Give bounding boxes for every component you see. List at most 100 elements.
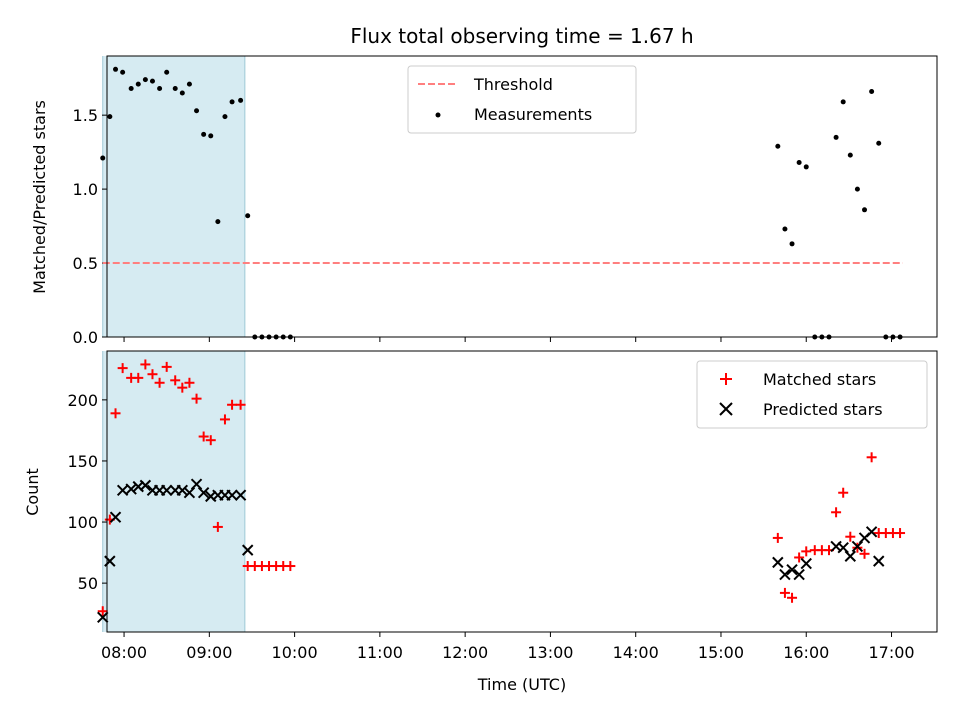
legend-matched-swatch [720,373,732,385]
legend-predicted-swatch [719,402,733,416]
bottom-y-axis-label: Count [23,468,42,516]
predicted-star-point [865,526,878,538]
matched-star-point [845,531,856,542]
matched-star-point [117,363,128,374]
x-tick-label: 10:00 [272,643,318,662]
predicted-star-point [109,511,122,523]
measurement-point [775,143,781,149]
matched-star-point [227,399,238,410]
predicted-star-point [793,568,805,581]
predicted-star-point [125,483,137,495]
measurement-point [157,86,163,92]
matched-star-point [205,435,216,446]
matched-star-point [191,393,202,404]
bottom-legend-box [696,360,928,429]
matched-star-point [184,377,195,388]
measurement-point [100,155,106,161]
bottom-axes-frame [106,350,938,633]
predicted-star-point [241,544,254,556]
matched-star-point [831,507,842,518]
chart-title: Flux total observing time = 1.67 h [350,24,693,48]
predicted-star-point [190,478,203,490]
matched-star-point [895,528,906,539]
matched-star-point [838,487,849,498]
matched-star-point [140,359,151,370]
measurement-point [803,164,809,170]
matched-star-point [154,377,165,388]
measurement-point [847,152,853,158]
matched-star-point [866,452,877,463]
matched-star-point [801,546,812,557]
predicted-star-point [176,484,189,496]
top-legend: Threshold Measurements [407,65,637,134]
matched-star-point [133,372,144,383]
predicted-star-point [873,555,885,567]
x-tick-label: 15:00 [698,643,744,662]
measurement-point [854,186,860,192]
matched-star-point [170,375,181,386]
matched-star-point [198,431,209,442]
top-y-tick-label: 1.5 [73,106,98,125]
matched-star-point [285,561,296,572]
measurement-point [840,99,846,105]
measurement-point [179,90,185,96]
predicted-star-point [197,487,210,499]
top-axes-frame [106,55,938,338]
bottom-axis-ticks: 50 100 150 200 08:00 09:00 10:00 11:00 12:00 13:0… [67,351,915,662]
predicted-star-point [837,541,849,554]
x-tick-label: 11:00 [357,643,403,662]
predicted-star-point [786,563,798,576]
predicted-star-point [160,484,173,496]
legend-measurements-label: Measurements [474,105,592,124]
matched-star-point [235,399,246,410]
measurement-point [107,114,113,120]
predicted-star-point [779,568,791,581]
predicted-star-point [183,487,196,499]
predicted-star-point [851,540,864,553]
matched-star-point [779,587,790,598]
matched-star-point [859,548,870,559]
legend-measurements-swatch [435,112,441,118]
measurement-point [120,69,126,75]
x-tick-label: 09:00 [186,643,232,662]
measurement-point [833,134,839,140]
top-axis-ticks: 0.0 0.5 1.0 1.5 [73,56,893,347]
x-axis-label: Time (UTC) [477,675,566,694]
matched-star-point [794,552,805,563]
x-tick-label: 08:00 [101,643,147,662]
matched-star-point [97,606,108,617]
measurement-point [208,133,214,139]
legend-predicted-label: Predicted stars [763,400,883,419]
top-y-axis-label: Matched/Predicted stars [30,100,49,294]
legend-threshold-label: Threshold [473,75,553,94]
x-tick-label: 13:00 [527,643,573,662]
top-legend-box [407,65,637,134]
measurement-point [229,99,235,105]
top-shaded-interval [102,56,245,337]
predicted-star-point [800,557,812,570]
predicted-star-point [234,489,247,501]
measurement-point [789,241,795,247]
measurement-point [862,207,868,213]
measurement-point [238,97,244,103]
measurement-point [164,69,170,75]
top-y-tick-label: 0.5 [73,254,98,273]
top-data-marks [100,66,903,340]
measurement-point [113,66,119,72]
measurement-point [186,81,192,87]
measurement-point [215,219,221,225]
measurement-point [149,78,155,84]
measurement-point [172,86,178,92]
measurement-point [222,114,228,120]
x-tick-label: 17:00 [868,643,914,662]
matched-star-point [161,361,172,372]
measurement-point [869,88,875,94]
measurement-point [142,77,148,83]
matched-star-point [110,408,121,419]
measurement-point [128,86,134,92]
bottom-legend: Matched stars Predicted stars [696,360,928,429]
bottom-y-tick-label: 150 [67,452,98,471]
predicted-star-point [139,479,152,492]
x-tick-label: 16:00 [783,643,829,662]
